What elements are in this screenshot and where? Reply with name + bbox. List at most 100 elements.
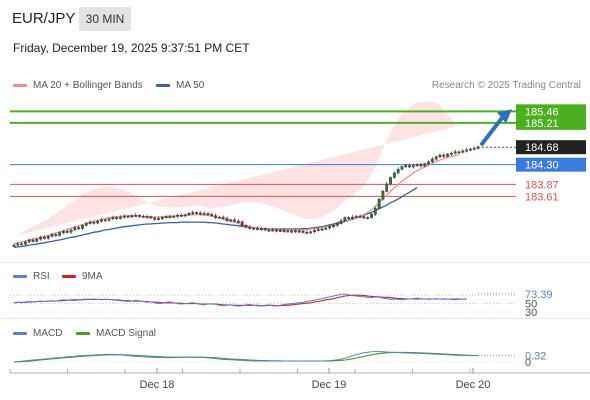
level-label: 185.46 <box>525 106 559 118</box>
candle <box>43 237 46 239</box>
candle <box>31 239 35 242</box>
candle <box>103 219 107 222</box>
candle <box>198 212 202 215</box>
candle <box>145 216 149 219</box>
candle <box>81 225 84 229</box>
candle <box>46 236 50 239</box>
forecast-arrow <box>479 114 506 147</box>
ma50-swatch <box>156 83 170 87</box>
candle <box>446 153 449 157</box>
candle <box>119 216 122 219</box>
rsi-ma-line <box>13 294 467 307</box>
candle <box>332 225 335 227</box>
candle <box>217 216 221 219</box>
candle <box>172 215 176 218</box>
candle <box>248 226 252 229</box>
candle <box>275 229 278 232</box>
candle <box>400 166 404 170</box>
candle <box>50 234 54 237</box>
candle <box>187 213 191 216</box>
level-tag-resistance <box>516 115 586 130</box>
candle <box>324 227 328 230</box>
candle <box>316 229 320 231</box>
timeframe-button[interactable]: 30 MIN <box>79 7 131 31</box>
candle <box>313 230 316 233</box>
candle <box>472 147 476 150</box>
candle <box>39 237 43 240</box>
ma20-line <box>13 153 460 245</box>
ma20-legend-label: MA 20 + Bollinger Bands <box>33 80 143 91</box>
level-label: 184.30 <box>525 160 559 172</box>
candles <box>12 145 480 248</box>
candle <box>69 229 73 233</box>
rsi-legend-label: RSI <box>33 271 50 282</box>
level-tag-resistance <box>516 104 586 119</box>
candle <box>153 217 157 220</box>
level-label: 183.61 <box>525 191 559 203</box>
ma20-swatch <box>13 83 27 87</box>
candle <box>423 163 427 167</box>
candle <box>58 232 62 236</box>
candle <box>362 216 366 219</box>
legend-macd-signal: MACD Signal <box>76 328 156 339</box>
candle <box>392 172 396 178</box>
candle <box>233 219 236 222</box>
candle <box>457 151 461 154</box>
candle <box>134 214 138 217</box>
level-label: 183.87 <box>525 179 559 191</box>
rsi-tick-label: 73.39 <box>525 289 553 301</box>
symbol-label: EUR/JPY <box>12 10 76 27</box>
candle <box>141 215 145 218</box>
candle <box>427 161 430 164</box>
candle <box>65 231 69 233</box>
candle <box>100 219 103 222</box>
candle <box>138 214 141 217</box>
candle <box>130 215 134 218</box>
candle <box>73 227 77 231</box>
candle <box>419 164 423 167</box>
candle <box>229 219 233 222</box>
bollinger-band <box>14 101 459 237</box>
candle <box>259 228 263 231</box>
candle <box>377 198 381 209</box>
chart-header: EUR/JPY 30 MIN <box>0 0 590 36</box>
legend-rsi: RSI <box>13 271 50 282</box>
legend-ma20: MA 20 + Bollinger Bands <box>13 80 143 91</box>
macd-legend-label: MACD <box>33 328 63 339</box>
candle <box>221 216 225 219</box>
candle <box>282 230 286 232</box>
candle <box>476 146 480 149</box>
candle <box>107 218 111 221</box>
rsi-tick-label: 30 <box>525 307 537 319</box>
candle <box>12 244 16 247</box>
candle <box>176 214 179 217</box>
candle <box>351 216 354 219</box>
candle <box>210 214 214 216</box>
candle <box>149 216 153 219</box>
x-tick-label: Dec 18 <box>140 379 175 391</box>
candle <box>256 227 259 230</box>
rsi-line <box>13 293 467 307</box>
candle <box>408 165 411 168</box>
candle <box>267 229 271 232</box>
x-tick-label: Dec 19 <box>312 379 347 391</box>
panel-separator <box>0 318 590 319</box>
candle <box>301 231 305 233</box>
legend-ma50: MA 50 <box>156 80 204 91</box>
candle <box>202 213 206 215</box>
level-tag-last <box>516 140 586 155</box>
candle <box>430 158 434 163</box>
macd-signal-swatch <box>76 331 90 335</box>
candle <box>343 217 347 221</box>
candle <box>24 241 27 245</box>
ma50-legend-label: MA 50 <box>176 80 205 91</box>
candle <box>20 243 23 246</box>
candle <box>263 228 267 231</box>
candle <box>442 154 446 157</box>
candle <box>449 152 453 155</box>
candle <box>366 217 370 219</box>
candle <box>465 149 468 152</box>
macd-tick-label: 0.32 <box>525 351 546 363</box>
candle <box>453 151 457 154</box>
